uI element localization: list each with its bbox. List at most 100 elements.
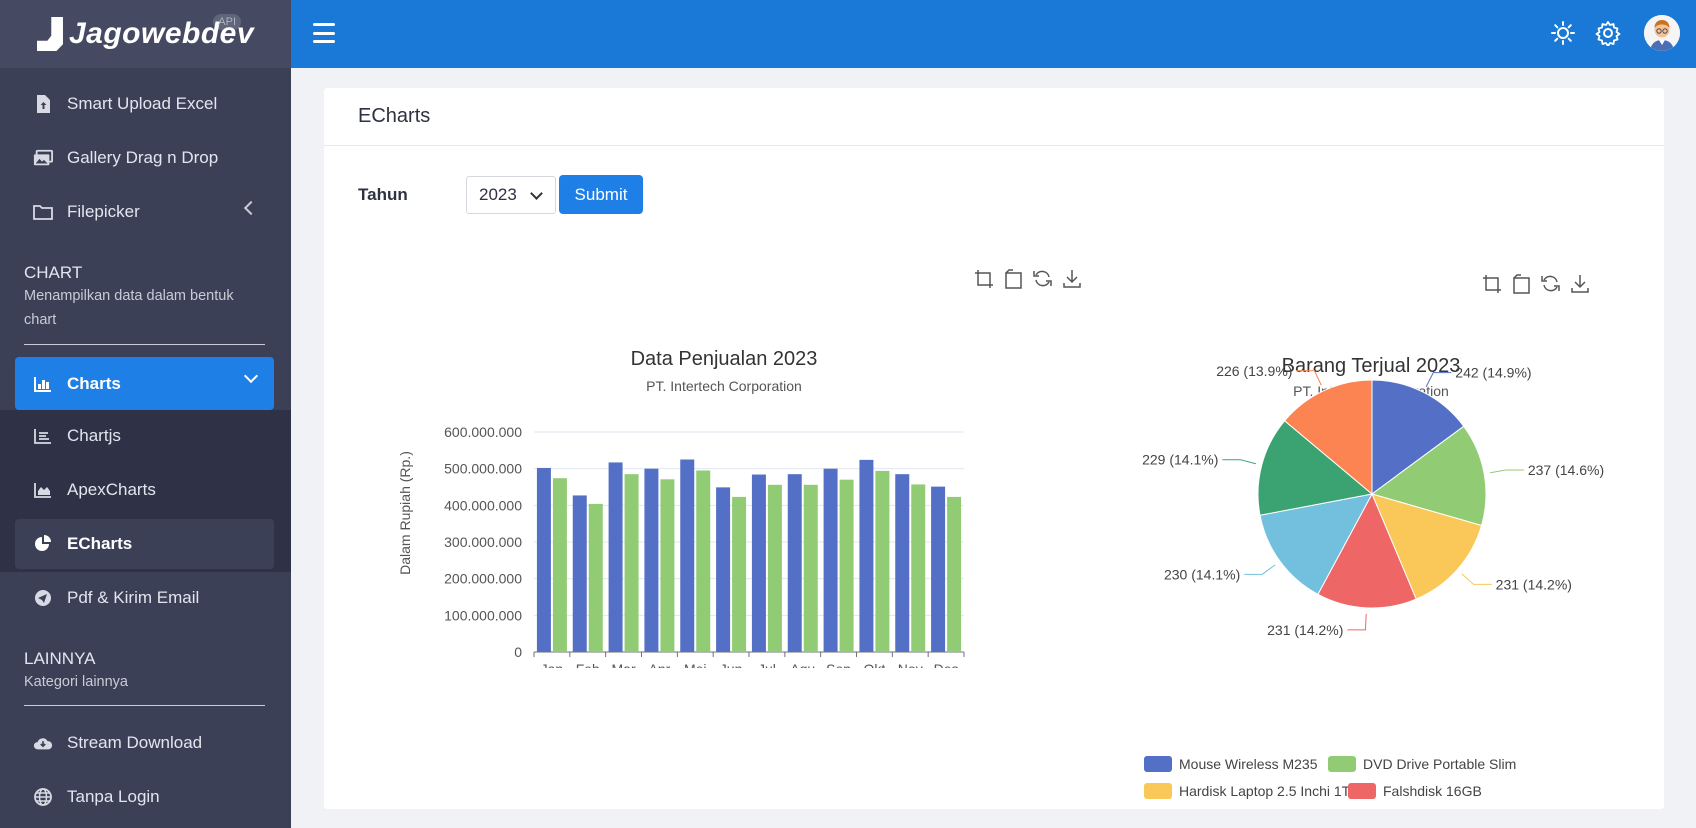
zoom-reset-icon[interactable] <box>1513 274 1530 294</box>
pie-slice-5[interactable] <box>1259 493 1373 596</box>
sidebar-item-pdf-kirim-email[interactable]: Pdf & Kirim Email <box>15 573 274 623</box>
bar-pembelian-mei[interactable] <box>696 470 711 653</box>
pie-slice-6[interactable] <box>1257 420 1374 516</box>
x-tick-label: Feb <box>576 661 600 668</box>
cloud-download-icon <box>33 733 53 753</box>
bar-pembelian-okt[interactable] <box>875 470 890 652</box>
section-subtitle-chart: Menampilkan data dalam bentuk chart <box>24 288 234 328</box>
topbar <box>291 0 1696 68</box>
y-tick-label: 500.000.000 <box>444 461 522 477</box>
sidebar-item-filepicker[interactable]: Filepicker <box>15 187 274 237</box>
submit-button[interactable]: Submit <box>559 175 643 214</box>
section-subtitle-lainnya: Kategori lainnya <box>24 674 128 690</box>
y-tick-label: 0 <box>514 644 522 660</box>
restore-icon[interactable] <box>1541 275 1560 292</box>
pie-chart: Barang Terjual 2023 PT. Intertech Corpor… <box>1142 355 1604 799</box>
pie-slice-label: 230 (14.1%) <box>1164 566 1240 582</box>
sidebar-item-apexcharts[interactable]: ApexCharts <box>15 465 274 515</box>
bar-pembelian-jun[interactable] <box>732 496 747 652</box>
bar-penjualan-jul[interactable] <box>751 474 766 652</box>
download-icon[interactable] <box>1571 275 1589 293</box>
line-chart-icon <box>33 426 53 446</box>
bar-pembelian-des[interactable] <box>947 496 962 652</box>
bar-pembelian-agu[interactable] <box>803 484 818 652</box>
sidebar-item-label: Charts <box>67 373 121 393</box>
pie-legend-item[interactable]: Falshdisk 16GB <box>1348 783 1482 799</box>
sidebar: Jagowebdev API Smart Upload Excel Galler… <box>0 0 291 828</box>
download-icon[interactable] <box>1063 270 1081 288</box>
send-icon <box>33 588 53 608</box>
pie-slice-1[interactable] <box>1371 379 1465 495</box>
pie-legend-item[interactable]: Hardisk Laptop 2.5 Inchi 1TB <box>1144 783 1360 799</box>
bar-penjualan-agu[interactable] <box>787 474 802 652</box>
bar-pembelian-jul[interactable] <box>767 484 782 652</box>
legend-swatch <box>1144 756 1172 772</box>
x-tick-label: Agu <box>790 661 815 668</box>
bar-chart: Data Penjualan 2023 PT. Intertech Corpor… <box>397 348 965 668</box>
legend-swatch <box>1348 783 1376 799</box>
sidebar-item-gallery-drag-n-drop[interactable]: Gallery Drag n Drop <box>15 133 274 183</box>
bar-penjualan-sep[interactable] <box>823 468 838 652</box>
sidebar-item-smart-upload-excel[interactable]: Smart Upload Excel <box>15 79 274 129</box>
y-tick-label: 600.000.000 <box>444 424 522 440</box>
zoom-icon[interactable] <box>1483 275 1501 293</box>
x-tick-label: Mar <box>612 661 636 668</box>
bar-penjualan-apr[interactable] <box>644 468 659 652</box>
sidebar-item-echarts[interactable]: ECharts <box>15 519 274 569</box>
bar-chart-toolbox <box>975 269 1081 289</box>
gear-icon[interactable] <box>1595 20 1621 46</box>
year-select[interactable]: 2023 <box>466 176 556 214</box>
bar-pembelian-jan[interactable] <box>552 478 567 652</box>
sun-icon[interactable] <box>1550 20 1576 46</box>
pie-chart-title: Barang Terjual 2023 <box>1282 355 1461 377</box>
bar-pembelian-sep[interactable] <box>839 479 854 652</box>
bar-penjualan-okt[interactable] <box>859 459 874 652</box>
pie-label-line <box>1490 469 1524 474</box>
sidebar-item-label: ApexCharts <box>67 480 156 499</box>
bar-penjualan-mar[interactable] <box>608 462 623 652</box>
sidebar-item-label: Filepicker <box>67 202 140 221</box>
pie-slice-label: 231 (14.2%) <box>1496 576 1572 592</box>
zoom-icon[interactable] <box>975 270 993 288</box>
bar-penjualan-feb[interactable] <box>572 495 587 652</box>
bar-pembelian-feb[interactable] <box>588 503 603 652</box>
avatar[interactable] <box>1644 15 1680 51</box>
bar-penjualan-des[interactable] <box>931 486 946 652</box>
pie-slice-label: 237 (14.6%) <box>1528 462 1604 478</box>
pie-legend-item[interactable]: Mouse Wireless M235 <box>1144 756 1318 772</box>
bar-chart-y-axis-label: Dalam Rupiah (Rp.) <box>397 451 413 575</box>
sidebar-item-stream-download[interactable]: Stream Download <box>15 718 274 768</box>
pie-slice-7[interactable] <box>1283 379 1373 496</box>
bar-penjualan-nov[interactable] <box>895 474 910 652</box>
x-tick-label: Des <box>934 661 959 668</box>
bar-penjualan-jun[interactable] <box>716 487 731 652</box>
brand[interactable]: Jagowebdev API <box>0 0 291 68</box>
pie-slice-4[interactable] <box>1317 492 1417 609</box>
sidebar-item-chartjs[interactable]: Chartjs <box>15 411 274 461</box>
bar-penjualan-mei[interactable] <box>680 459 695 653</box>
menu-icon[interactable] <box>313 23 335 43</box>
bar-pembelian-apr[interactable] <box>660 479 675 652</box>
bar-pembelian-nov[interactable] <box>911 484 926 652</box>
pie-slice-label: 242 (14.9%) <box>1455 365 1531 381</box>
pie-slice-2[interactable] <box>1370 425 1487 527</box>
restore-icon[interactable] <box>1033 270 1052 287</box>
bar-penjualan-jan[interactable] <box>536 467 551 652</box>
legend-swatch <box>1144 783 1172 799</box>
year-select-value: 2023 <box>479 185 517 204</box>
sidebar-item-charts[interactable]: Charts <box>15 357 274 410</box>
y-tick-label: 400.000.000 <box>444 497 522 513</box>
year-label: Tahun <box>358 185 408 204</box>
pie-label-line <box>1296 370 1322 386</box>
bar-pembelian-mar[interactable] <box>624 474 639 652</box>
zoom-reset-icon[interactable] <box>1005 269 1022 289</box>
content-card: ECharts Tahun 2023 Submit Data Penjualan… <box>324 88 1664 809</box>
brand-name: Jagowebdev <box>68 17 255 50</box>
y-tick-label: 200.000.000 <box>444 571 522 587</box>
sidebar-item-tanpa-login[interactable]: Tanpa Login <box>15 772 274 822</box>
x-tick-label: Mei <box>684 661 707 668</box>
x-tick-label: Jul <box>758 661 776 668</box>
pie-legend-item[interactable]: DVD Drive Portable Slim <box>1328 756 1516 772</box>
pie-slice-3[interactable] <box>1371 493 1483 600</box>
x-tick-label: Jun <box>720 661 743 668</box>
